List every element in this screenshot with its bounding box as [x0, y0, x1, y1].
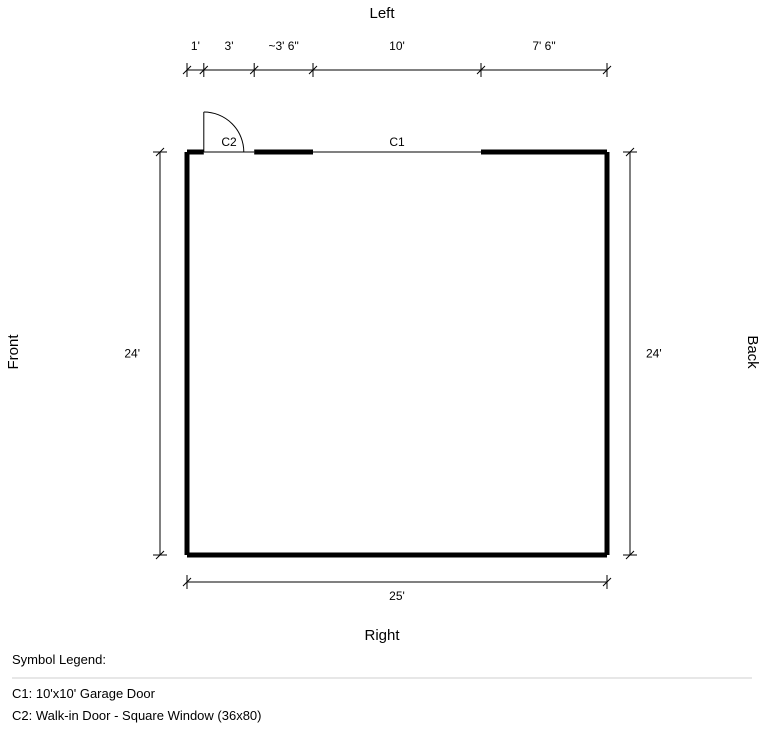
legend-title: Symbol Legend: — [12, 652, 106, 667]
legend-item-1: C2: Walk-in Door - Square Window (36x80) — [12, 708, 262, 723]
dim-top-0: 1' — [191, 39, 200, 53]
side-label-right: Back — [744, 335, 761, 369]
dim-top-3: 10' — [389, 39, 405, 53]
dim-top-1: 3' — [225, 39, 234, 53]
legend-item-0: C1: 10'x10' Garage Door — [12, 686, 156, 701]
dim-left-label: 24' — [124, 347, 140, 361]
walkin-door-tag: C2 — [221, 135, 237, 149]
garage-door-tag: C1 — [389, 135, 405, 149]
dim-right-label: 24' — [646, 347, 662, 361]
dim-top-4: 7' 6" — [532, 39, 555, 53]
side-label-left: Front — [5, 334, 22, 370]
side-label-top: Left — [369, 5, 395, 22]
side-label-bottom: Right — [364, 627, 400, 644]
dim-top-2: ~3' 6" — [268, 39, 298, 53]
dim-bottom-label: 25' — [389, 589, 405, 603]
